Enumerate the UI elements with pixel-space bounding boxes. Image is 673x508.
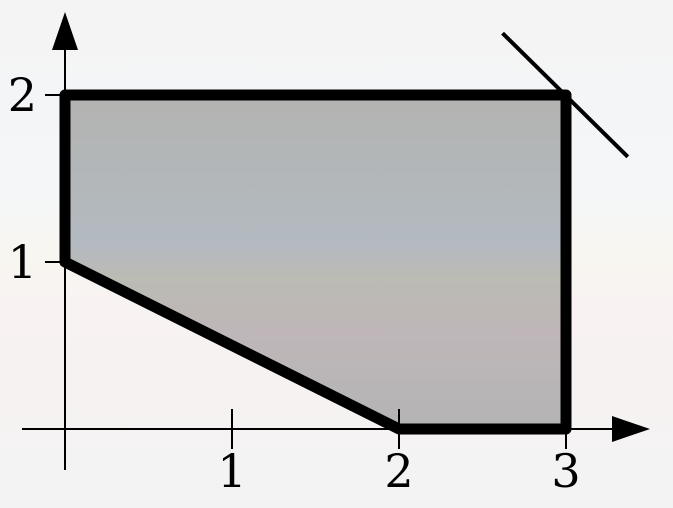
y-axis-arrow [52,12,78,50]
tangent-line [501,31,630,159]
x-tick-label: 3 [551,444,580,498]
y-tick-label: 2 [8,68,37,122]
x-axis-arrow [612,416,650,442]
x-ticks: 1 2 3 [217,409,581,498]
y-tick-label: 1 [8,235,37,289]
x-tick-label: 2 [384,444,413,498]
y-ticks: 12 [8,68,68,289]
x-tick-label: 1 [217,444,246,498]
